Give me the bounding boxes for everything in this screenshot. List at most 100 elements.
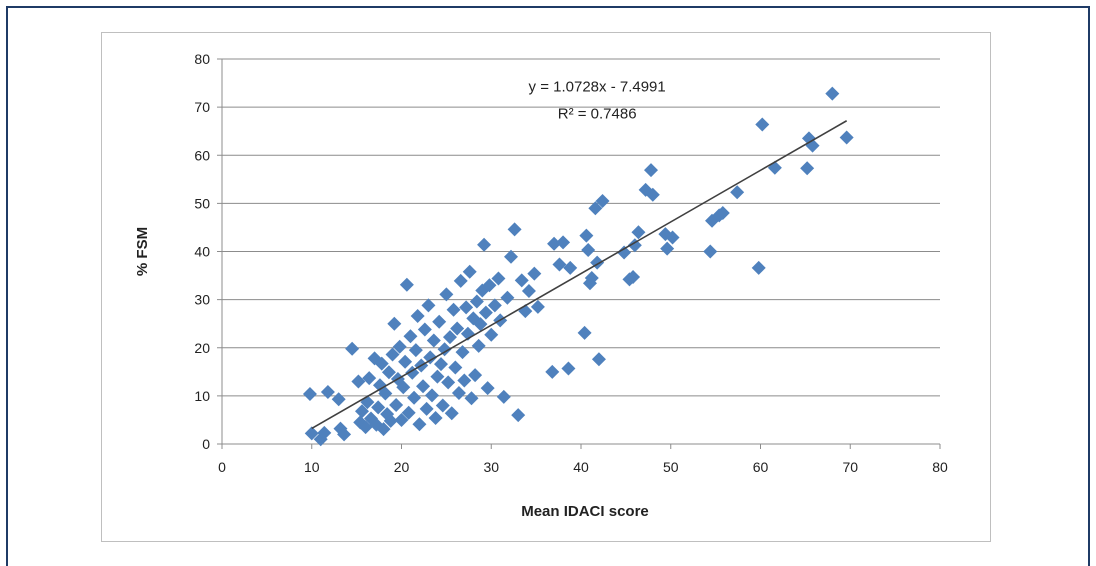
data-point (410, 308, 425, 323)
trendline (311, 120, 848, 430)
data-point (527, 266, 542, 281)
data-point (473, 317, 488, 332)
data-point (419, 401, 434, 416)
data-point (457, 373, 472, 388)
data-point (320, 385, 335, 400)
data-point (471, 338, 486, 353)
data-point (337, 427, 352, 442)
data-point (478, 305, 493, 320)
data-point (331, 392, 346, 407)
y-axis-title: % FSM (134, 227, 151, 276)
data-point (482, 278, 497, 293)
data-point (556, 235, 571, 250)
data-point (477, 237, 492, 252)
data-point (462, 264, 477, 279)
data-point (730, 185, 745, 200)
data-point (660, 241, 675, 256)
x-tick-label: 20 (394, 459, 410, 475)
data-point (345, 341, 360, 356)
data-point (561, 361, 576, 376)
y-tick-label: 60 (194, 147, 210, 163)
data-point (302, 386, 317, 401)
x-tick-label: 60 (753, 459, 769, 475)
x-tick-label: 10 (304, 459, 320, 475)
data-point (441, 375, 456, 390)
data-point (387, 316, 402, 331)
data-point (442, 330, 457, 345)
data-point (389, 398, 404, 413)
x-tick-label: 40 (573, 459, 589, 475)
data-point (407, 390, 422, 405)
data-point (362, 371, 377, 386)
data-point (446, 302, 461, 317)
scatter-chart: 0 10 20 30 40 50 60 70 80 0 10 20 30 40 50 60 70 80 Mean I… (134, 51, 948, 520)
data-point (358, 420, 373, 435)
data-point (421, 298, 436, 313)
data-point (423, 350, 438, 365)
data-point (514, 273, 529, 288)
data-point (626, 270, 641, 285)
data-point (577, 325, 592, 340)
data-point (839, 130, 854, 145)
data-point (500, 290, 515, 305)
data-point (385, 347, 400, 362)
data-point (484, 327, 499, 342)
data-point (396, 380, 411, 395)
data-point (579, 228, 594, 243)
y-tick-label: 20 (194, 340, 210, 356)
data-point (581, 243, 596, 258)
data-point (439, 287, 454, 302)
data-point (617, 245, 632, 260)
y-tick-label: 40 (194, 244, 210, 260)
data-point (751, 260, 766, 275)
y-tick-label: 10 (194, 388, 210, 404)
data-point (518, 304, 533, 319)
data-point (399, 277, 414, 292)
data-point (715, 206, 730, 220)
data-point (432, 314, 447, 329)
data-point (412, 417, 427, 432)
data-point (552, 257, 567, 272)
data-point (645, 187, 660, 202)
data-point (800, 161, 815, 176)
data-point (381, 365, 396, 380)
data-point (507, 222, 522, 237)
data-point (430, 369, 445, 384)
y-tick-label: 30 (194, 292, 210, 308)
data-point (437, 342, 452, 357)
y-tick-label: 70 (194, 99, 210, 115)
data-point (545, 364, 560, 379)
data-point (627, 238, 642, 253)
data-point (491, 271, 506, 286)
data-point (459, 300, 474, 315)
data-point (394, 412, 409, 427)
x-axis-title: Mean IDACI score (521, 503, 649, 520)
outer-frame (6, 6, 1090, 566)
data-point (392, 339, 407, 354)
data-point (444, 406, 459, 421)
chart-card: 0 10 20 30 40 50 60 70 80 0 10 20 30 40 50 60 70 80 Mean I… (101, 32, 991, 542)
data-point (428, 411, 443, 426)
data-point (416, 379, 431, 394)
trendline-equation: y = 1.0728x - 7.4991 (529, 79, 666, 96)
data-point (401, 405, 416, 420)
data-point (665, 230, 680, 245)
data-point (469, 294, 484, 309)
data-point (448, 360, 463, 375)
data-point (317, 425, 332, 440)
data-point (403, 329, 418, 344)
data-point (304, 426, 319, 441)
data-point (371, 400, 386, 415)
data-point (433, 357, 448, 372)
data-point (703, 244, 718, 259)
x-tick-label: 70 (842, 459, 858, 475)
data-point (825, 86, 840, 101)
y-tick-label: 0 (202, 436, 210, 452)
data-point (487, 298, 502, 313)
data-point (425, 388, 440, 403)
data-point (451, 385, 466, 400)
data-point (351, 374, 366, 389)
data-point (511, 408, 526, 423)
data-point (455, 345, 470, 360)
data-point (530, 299, 545, 314)
